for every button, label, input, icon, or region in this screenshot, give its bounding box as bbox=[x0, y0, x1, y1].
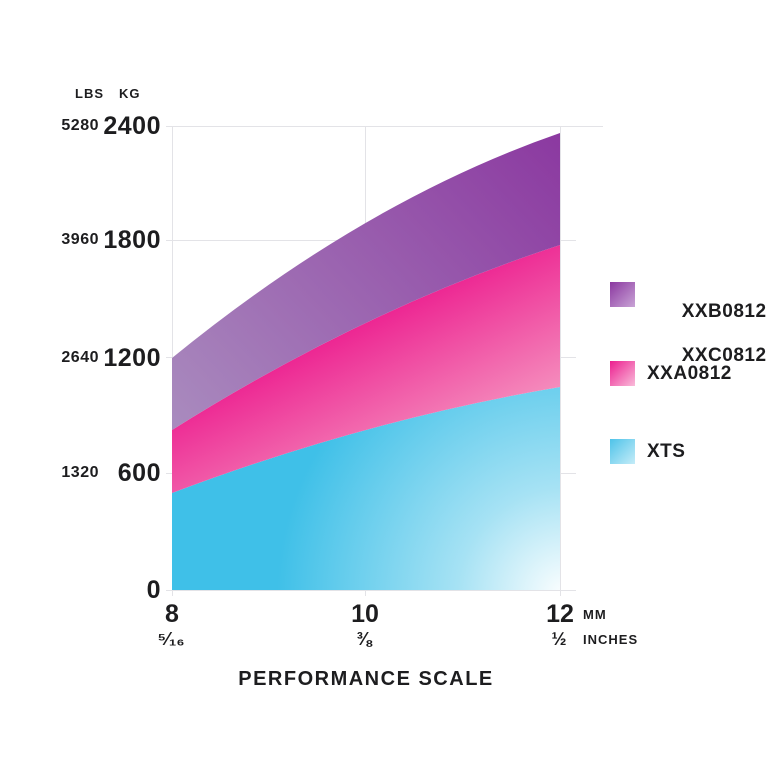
legend-swatch-xxb0812 bbox=[610, 282, 635, 307]
y-axis-unit-kg: KG bbox=[119, 86, 141, 101]
kg-tick-1200: 1200 bbox=[103, 344, 161, 372]
chart-title: PERFORMANCE SCALE bbox=[238, 668, 494, 690]
legend-label-xxa0812: XXA0812 bbox=[647, 363, 732, 384]
lbs-tick-1320: 1320 bbox=[61, 464, 99, 481]
lbs-tick-5280: 5280 bbox=[61, 117, 99, 134]
lbs-tick-2640: 2640 bbox=[61, 349, 99, 366]
lbs-tick-3960: 3960 bbox=[61, 231, 99, 248]
legend-swatch-xts bbox=[610, 439, 635, 464]
area-xxb0812-xxc0812 bbox=[172, 133, 560, 430]
mm-tick-12: 12 bbox=[546, 600, 574, 628]
y-axis-unit-lbs: LBS bbox=[75, 86, 104, 101]
kg-tick-0: 0 bbox=[146, 576, 161, 604]
legend-label-line: XXB0812 bbox=[681, 301, 767, 322]
legend-swatch-xxa0812 bbox=[610, 361, 635, 386]
mm-tick-10: 10 bbox=[351, 600, 379, 628]
mm-tick-8: 8 bbox=[165, 600, 179, 628]
area-xxa0812 bbox=[172, 245, 560, 493]
kg-tick-600: 600 bbox=[117, 459, 161, 487]
area-xts bbox=[172, 387, 560, 590]
legend-label-xxb0812: XXB0812 XXC0812 bbox=[647, 279, 767, 389]
inches-tick-5-16: ⁵⁄₁₆ bbox=[157, 629, 185, 649]
kg-tick-2400: 2400 bbox=[103, 112, 161, 140]
legend-label-line: XXC0812 bbox=[681, 345, 767, 366]
inches-tick-1-2: ½ bbox=[551, 629, 567, 649]
x-axis-unit-inches: INCHES bbox=[583, 632, 639, 647]
legend-label-xts: XTS bbox=[647, 441, 686, 462]
x-axis-unit-mm: MM bbox=[583, 607, 607, 622]
kg-tick-1800: 1800 bbox=[103, 226, 161, 254]
inches-tick-3-8: ⅜ bbox=[356, 629, 372, 649]
